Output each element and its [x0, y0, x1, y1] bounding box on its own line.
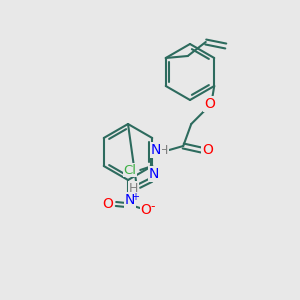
Text: Cl: Cl	[124, 164, 137, 176]
Text: N: N	[125, 193, 135, 207]
Text: N: N	[151, 143, 161, 157]
Text: -: -	[151, 200, 155, 214]
Text: N: N	[149, 167, 159, 181]
Text: O: O	[202, 143, 213, 157]
Text: O: O	[103, 197, 113, 211]
Text: H: H	[129, 182, 138, 194]
Text: H: H	[159, 143, 168, 157]
Text: +: +	[131, 192, 139, 202]
Text: O: O	[204, 97, 215, 111]
Text: O: O	[141, 203, 152, 217]
